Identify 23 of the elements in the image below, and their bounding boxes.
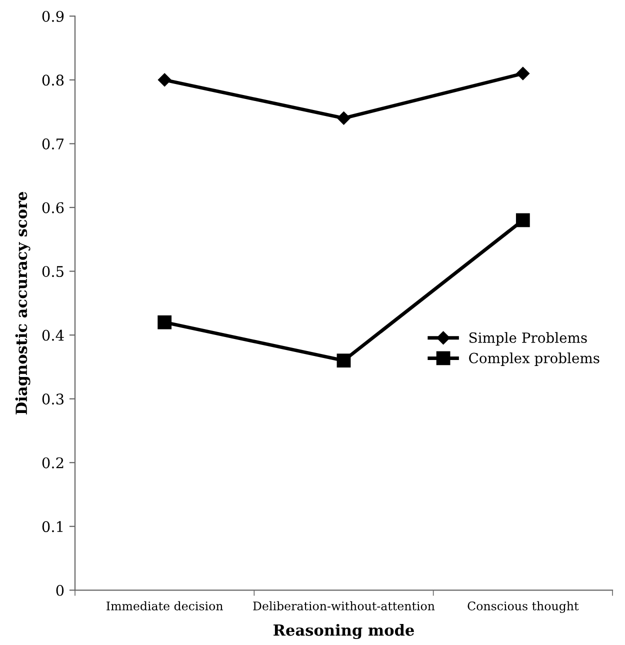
point [158, 73, 172, 86]
y-tick-label: 0.4 [42, 330, 64, 341]
point [336, 354, 351, 368]
y-tick-label: 0 [56, 584, 64, 596]
x-axis-title: Reasoning mode [274, 624, 414, 639]
y-tick-label: 0.9 [42, 10, 64, 22]
point [516, 66, 530, 80]
x-tick-label: Deliberation-without-attention [253, 601, 435, 610]
y-tick-label: 0.8 [42, 74, 64, 86]
point [516, 213, 530, 228]
x-tick-label: Conscious thought [468, 601, 579, 613]
y-tick-label: 0.5 [42, 266, 64, 278]
y-axis-title: Diagnostic accuracy score [15, 192, 30, 414]
point [337, 112, 350, 125]
y-tick-label: 0.1 [42, 521, 63, 532]
y-tick-label: 0.2 [42, 457, 64, 468]
y-tick-label: 0.6 [42, 202, 64, 214]
x-tick-label: Immediate decision [106, 601, 223, 610]
legend-label: Simple Problems [469, 332, 587, 346]
y-tick-label: 0.3 [42, 394, 64, 405]
y-tick-label: 0.7 [42, 138, 64, 150]
legend-label: Complex problems [469, 352, 600, 366]
point [158, 315, 172, 330]
